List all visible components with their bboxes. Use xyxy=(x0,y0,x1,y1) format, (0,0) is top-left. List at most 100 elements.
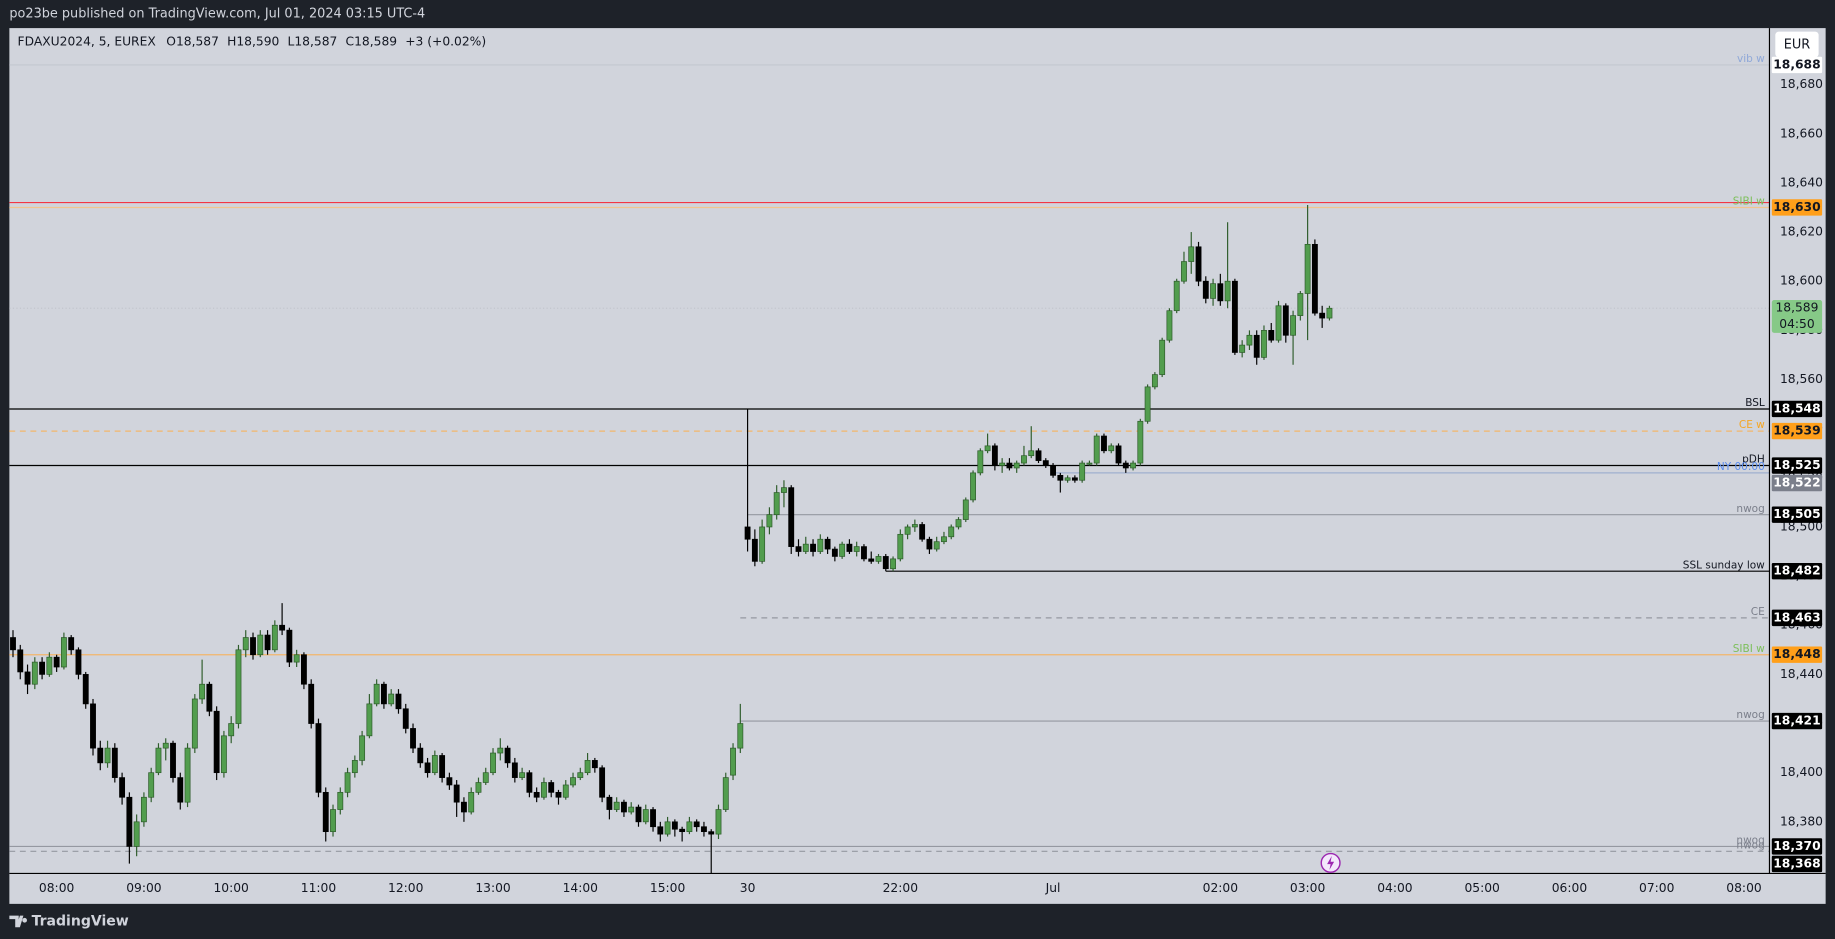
y-tick-label: 18,660 xyxy=(1780,126,1823,140)
y-tick-label: 18,640 xyxy=(1780,175,1823,189)
candle-body xyxy=(359,735,366,761)
candle-body xyxy=(439,755,446,778)
currency-button[interactable] xyxy=(1775,31,1819,58)
candle-body xyxy=(722,777,729,810)
candle-body xyxy=(744,526,751,540)
candle-body xyxy=(911,524,918,528)
candle-body xyxy=(1137,420,1144,464)
candle-body xyxy=(373,683,380,705)
candle-body xyxy=(453,784,460,803)
candle-body xyxy=(315,723,322,793)
price-boxes: 18,688 18,630 18,589 04:50 18,548 18,539 18,52… xyxy=(1771,56,1823,873)
candle-body xyxy=(999,462,1006,466)
x-tick-label: 22:00 xyxy=(883,881,918,895)
candle-body xyxy=(133,821,140,847)
candle-body xyxy=(424,762,431,774)
candle-body xyxy=(933,541,940,550)
level-price-box xyxy=(1771,855,1823,873)
candles xyxy=(10,205,1333,874)
candle-body xyxy=(351,760,358,774)
candle-body xyxy=(46,656,53,675)
level-price-label: 18,525 xyxy=(1773,458,1820,472)
candle-body xyxy=(1202,280,1209,299)
candle-body xyxy=(584,760,591,774)
candle-body xyxy=(810,543,816,552)
candle-body xyxy=(1057,474,1064,481)
candle-body xyxy=(1144,386,1151,422)
y-tick-label: 18,600 xyxy=(1780,274,1823,288)
candle-body xyxy=(308,683,315,724)
candle-body xyxy=(577,772,584,778)
candle-body xyxy=(388,693,395,705)
candle-body xyxy=(242,637,249,651)
x-tick-label: 07:00 xyxy=(1639,881,1674,895)
candle-body xyxy=(526,772,533,793)
level-price-label: 18,505 xyxy=(1773,507,1820,521)
candle-body xyxy=(220,735,227,774)
candle-body xyxy=(1326,307,1333,319)
candle-body xyxy=(839,543,846,557)
level-price-box xyxy=(1771,422,1823,440)
candle-body xyxy=(904,526,911,535)
candle-body xyxy=(446,777,453,786)
candle-body xyxy=(1108,445,1115,452)
candle-body xyxy=(671,821,678,830)
candle-body xyxy=(751,538,758,562)
level-label: nwog xyxy=(1736,503,1764,515)
level-price-label: 18,370 xyxy=(1773,839,1820,853)
candle-body xyxy=(1130,462,1136,469)
candle-body xyxy=(264,634,271,651)
candle-body xyxy=(75,649,82,675)
candle-body xyxy=(824,538,831,550)
candle-body xyxy=(24,671,31,685)
candle-body xyxy=(642,809,649,823)
level-price-box xyxy=(1771,609,1823,627)
candle-body xyxy=(344,772,351,793)
level-label: CE xyxy=(1751,606,1765,618)
ohlc-value: L18,587 xyxy=(288,35,338,49)
candle-body xyxy=(846,543,853,552)
candle-body xyxy=(1173,280,1180,312)
candle-body xyxy=(300,654,307,685)
x-tick-label: 03:00 xyxy=(1290,881,1325,895)
candle-body xyxy=(1231,280,1238,353)
candle-body xyxy=(1021,455,1027,464)
x-tick-label: 14:00 xyxy=(563,881,598,895)
candle-body xyxy=(861,546,867,560)
level-label: pDH xyxy=(1742,454,1765,466)
candle-body xyxy=(162,742,169,749)
level-price-box xyxy=(1771,400,1823,418)
candle-body xyxy=(1101,435,1107,452)
candle-body xyxy=(490,752,496,774)
x-tick-label: 15:00 xyxy=(650,881,685,895)
candle-body xyxy=(650,809,656,828)
candle-body xyxy=(606,796,613,810)
level-price-box xyxy=(1771,712,1823,730)
candle-body xyxy=(104,747,111,764)
candle-body xyxy=(1253,334,1260,358)
candle-body xyxy=(941,536,947,543)
level-label: SSL sunday low xyxy=(1683,559,1765,571)
candle-body xyxy=(257,634,264,656)
candle-body xyxy=(1261,330,1267,358)
level-label: vib w xyxy=(1737,53,1765,65)
candle-body xyxy=(417,747,424,764)
candle-body xyxy=(330,809,336,833)
candle-body xyxy=(1181,261,1187,282)
candle-body xyxy=(1210,283,1216,299)
candle-body xyxy=(1159,339,1166,375)
candle-body xyxy=(155,747,162,774)
candle-body xyxy=(628,806,635,813)
candle-body xyxy=(39,661,46,675)
candle-body xyxy=(962,499,969,520)
candle-body xyxy=(140,796,147,823)
candle-body xyxy=(897,533,904,560)
candle-body xyxy=(701,826,707,833)
candle-body xyxy=(882,556,889,570)
level-price-label: 18,539 xyxy=(1773,424,1820,438)
last-price-box xyxy=(1771,300,1823,333)
x-tick-label: 08:00 xyxy=(39,881,74,895)
candle-body xyxy=(1195,246,1202,282)
